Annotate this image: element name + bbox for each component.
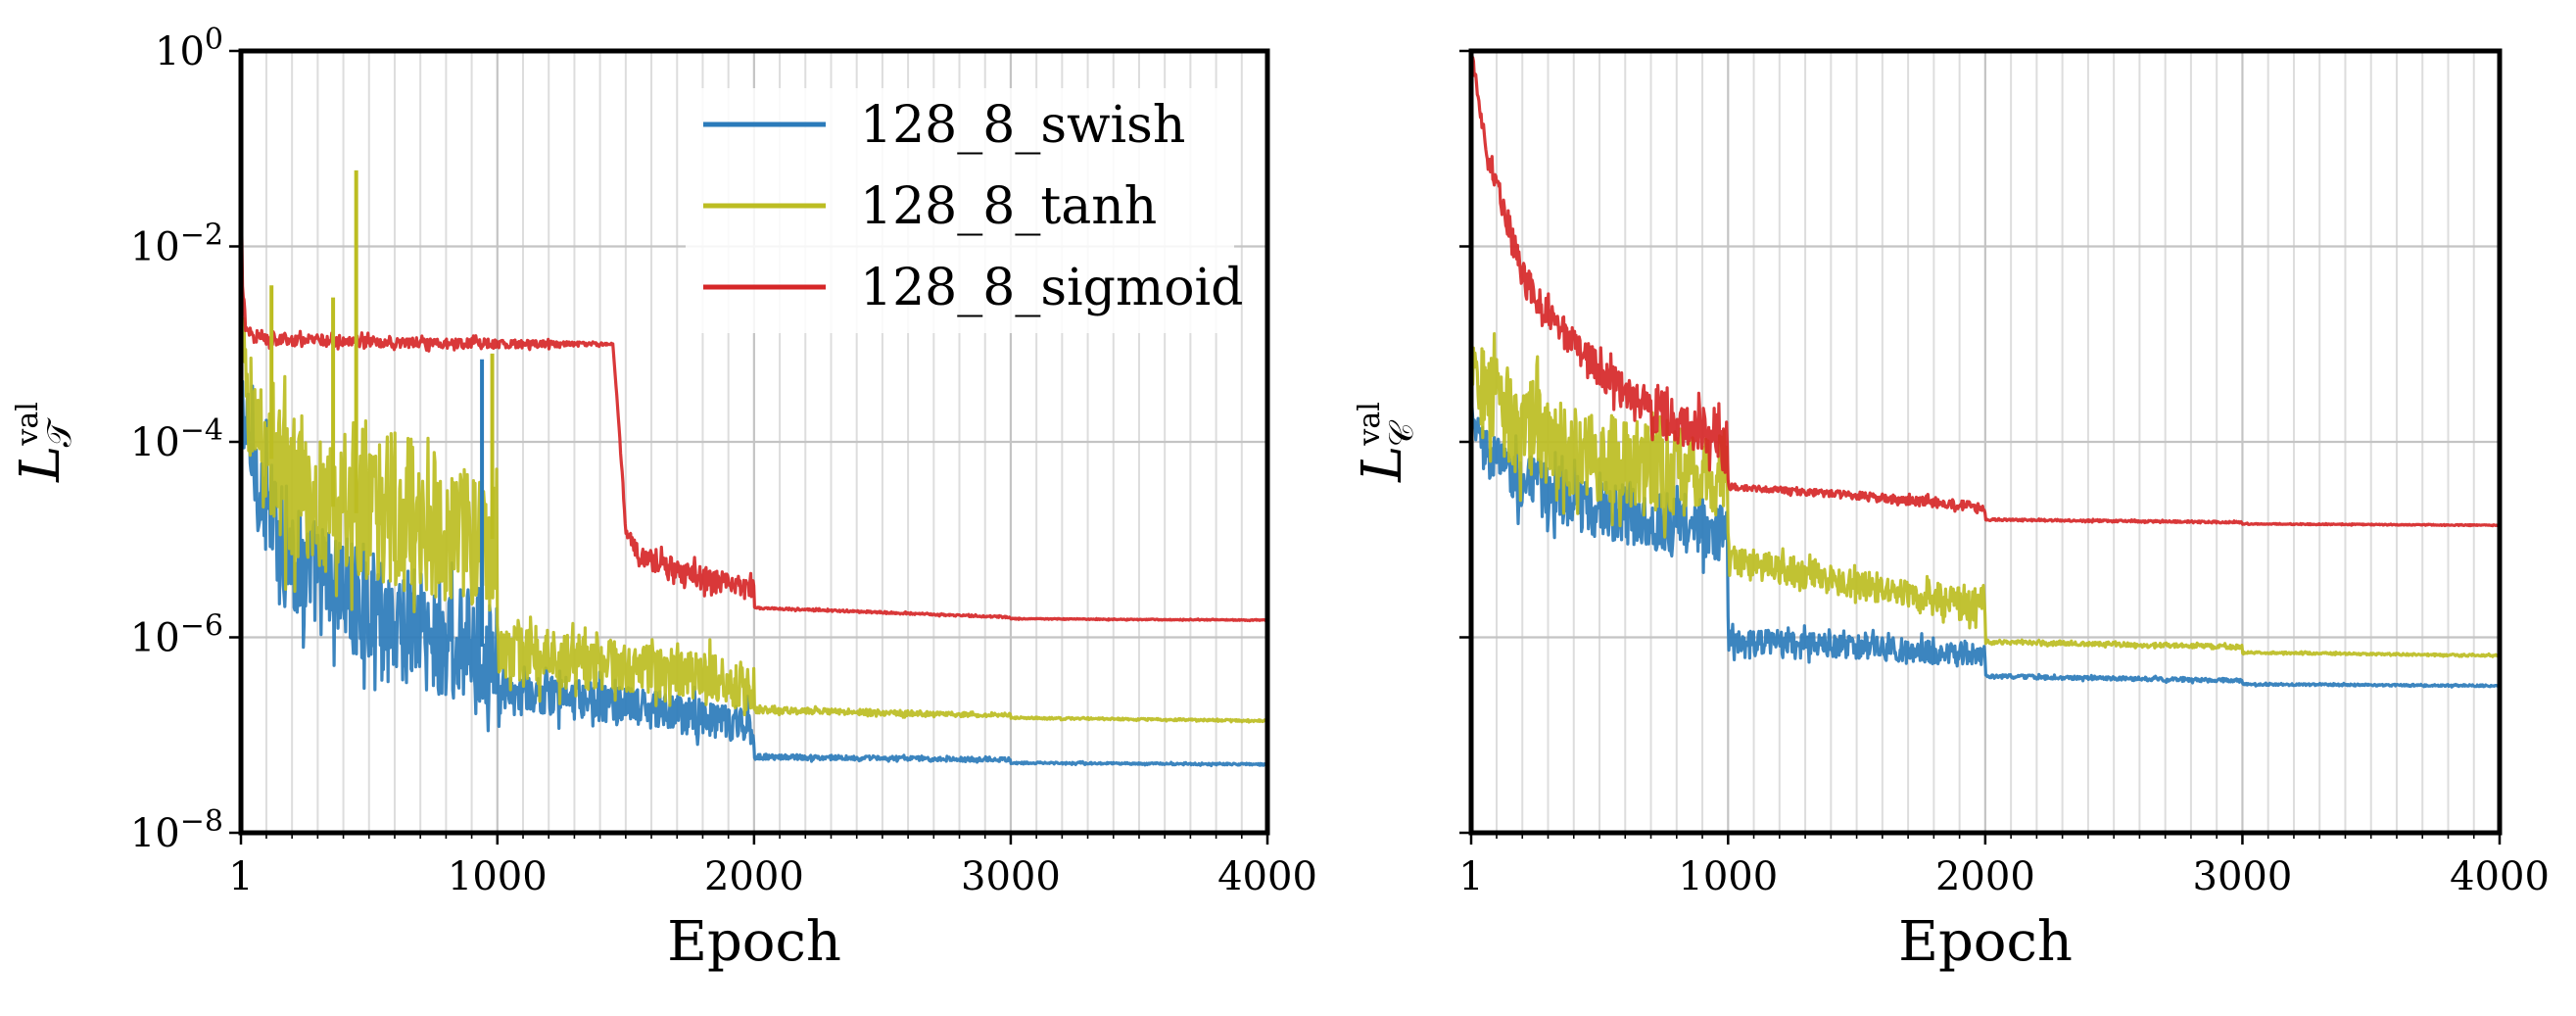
y-tick-label: 10−6 xyxy=(130,609,223,661)
series-group xyxy=(241,101,1267,768)
y-axis-label: Lval𝒯 xyxy=(9,402,79,483)
series-line-128_8_sigmoid xyxy=(241,101,1267,623)
y-ticks: 100 10−2 10−4 10−6 10−8 xyxy=(130,23,241,856)
x-tick-label: 3000 xyxy=(2193,854,2293,899)
legend-label-swish: 128_8_swish xyxy=(860,96,1185,155)
y-ticks xyxy=(1459,49,1471,835)
x-tick-label: 3000 xyxy=(961,854,1061,899)
legend-background xyxy=(686,88,1234,333)
x-tick-label: 1 xyxy=(1458,854,1483,899)
x-axis-label: Epoch xyxy=(667,910,841,974)
x-tick-label: 1000 xyxy=(448,854,548,899)
x-tick-label: 4000 xyxy=(2450,854,2550,899)
series-line-128_8_swish xyxy=(1471,404,2500,689)
x-tick-label: 4000 xyxy=(1217,854,1317,899)
y-axis-label: Lval𝒞 xyxy=(1351,402,1421,483)
y-tick-label: 10−2 xyxy=(130,218,223,270)
series-line-128_8_swish xyxy=(241,379,1267,768)
x-ticks: 1 1000 2000 3000 4000 xyxy=(228,833,1317,899)
legend-label-sigmoid: 128_8_sigmoid xyxy=(860,259,1243,317)
x-tick-label: 2000 xyxy=(1935,854,2035,899)
x-tick-label: 1000 xyxy=(1678,854,1778,899)
left-panel: 1 1000 2000 3000 4000 100 10−2 10−4 10−6 10−8 Epoc… xyxy=(9,23,1317,974)
x-tick-label: 2000 xyxy=(704,854,804,899)
series-line-128_8_sigmoid xyxy=(1471,51,2500,528)
x-axis-label: Epoch xyxy=(1898,910,2073,974)
series-line-128_8_tanh xyxy=(241,316,1267,724)
x-ticks: 1 1000 2000 3000 4000 xyxy=(1458,833,2550,899)
y-tick-label: 10−8 xyxy=(130,804,223,856)
series-line-128_8_tanh xyxy=(1471,332,2500,658)
right-panel: 1 1000 2000 3000 4000 Epoch Lval𝒞 xyxy=(1351,48,2550,974)
series-group xyxy=(1471,51,2500,689)
x-tick-label: 1 xyxy=(228,854,253,899)
legend-label-tanh: 128_8_tanh xyxy=(860,177,1157,236)
y-tick-label: 10−4 xyxy=(130,413,223,465)
y-tick-label: 100 xyxy=(155,23,223,74)
legend: 128_8_swish 128_8_tanh 128_8_sigmoid xyxy=(686,88,1243,333)
